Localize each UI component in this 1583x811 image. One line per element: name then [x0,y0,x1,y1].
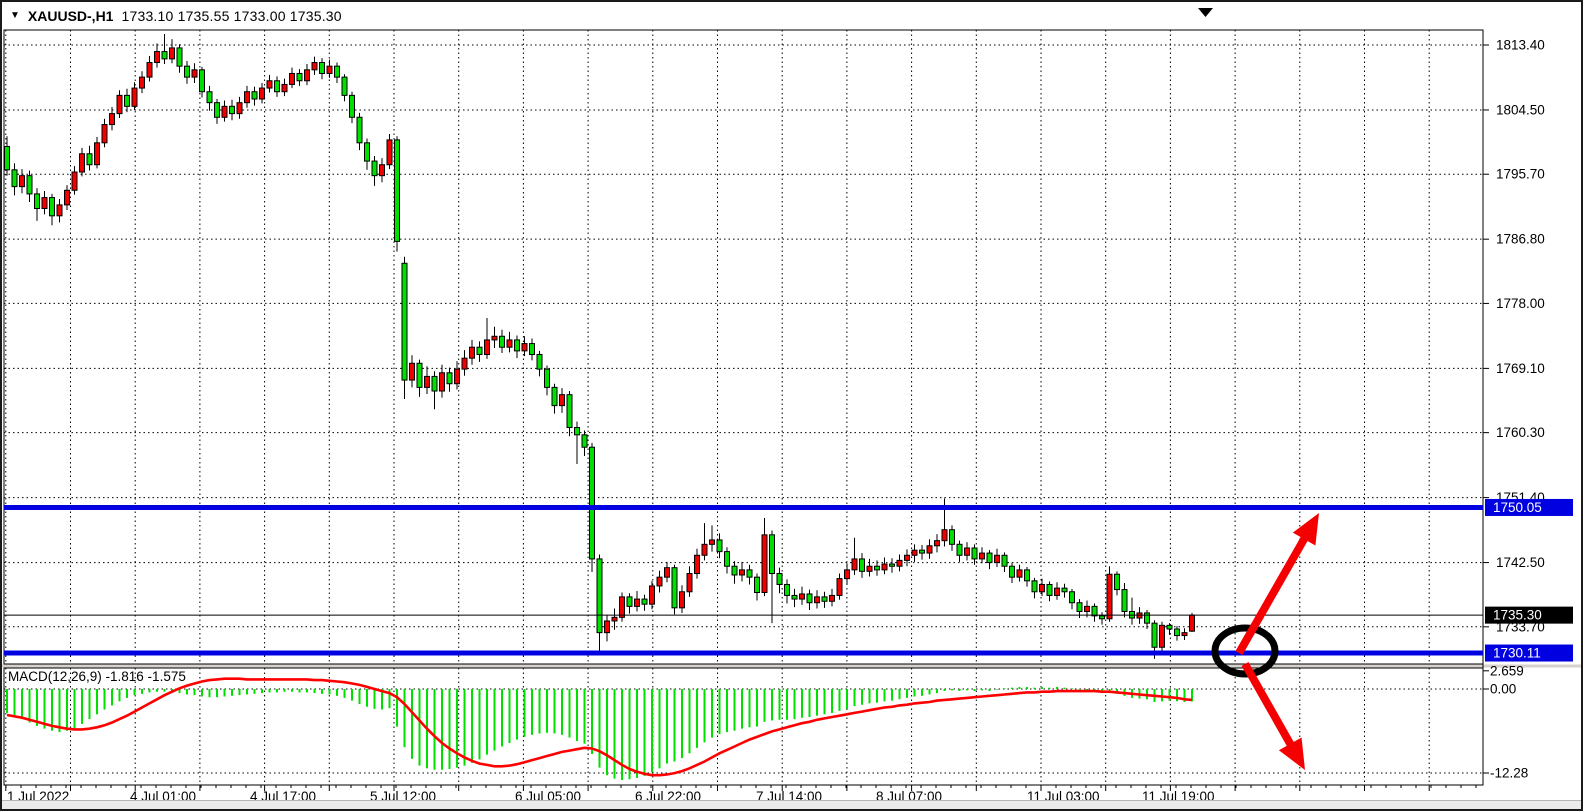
price-badge [1485,644,1573,662]
panel-frames [2,29,1581,786]
symbol-dropdown-icon[interactable]: ▼ [10,10,20,21]
price-badge [1485,606,1573,624]
price-axis-label: 1795.70 [1496,167,1545,182]
window-bottom-strip [2,800,1581,809]
annotation-arrow-up[interactable] [1235,525,1315,655]
macd-histogram-layer [6,686,1193,780]
price-axis-label: 1760.30 [1496,425,1545,440]
symbol-period-label: XAUUSD-,H1 [27,8,114,24]
ohlc-values: 1733.10 1735.55 1733.00 1735.30 [121,8,342,24]
price-axis[interactable]: 1813.40 1804.50 1795.70 1786.80 1778.00 1769.… [1483,38,1573,781]
price-badge-label: 1750.05 [1493,500,1542,515]
annotations-layer [1198,8,1319,770]
annotation-arrow-up-head [1292,513,1319,546]
price-axis-label: 1769.10 [1496,361,1545,376]
macd-signal-line [6,677,1193,777]
price-axis-label: 1778.00 [1496,296,1545,311]
macd-axis-label: -12.28 [1490,765,1528,780]
annotation-circle[interactable] [1211,624,1279,678]
down-arrow-marker[interactable] [1198,8,1213,17]
price-axis-label: 1804.50 [1496,102,1545,117]
macd-axis-label: 2.659 [1490,663,1524,678]
chart-title-bar: ▼ XAUUSD-,H1 1733.10 1735.55 1733.00 173… [2,2,1581,30]
price-axis-label: 1786.80 [1496,232,1545,247]
price-axis-label: 1813.40 [1496,38,1545,53]
macd-indicator-label: MACD(12,26,9) -1.816 -1.575 [8,669,186,684]
annotation-arrow-down-head [1278,737,1305,770]
macd-axis-label: 0.00 [1490,682,1516,697]
candles-layer [4,34,1195,659]
price-axis-label: 1742.50 [1496,555,1545,570]
price-badge [1485,498,1573,516]
price-badge-label: 1730.11 [1493,646,1541,661]
annotation-arrow-down[interactable] [1241,662,1301,758]
price-badge-label: 1735.30 [1493,608,1542,623]
